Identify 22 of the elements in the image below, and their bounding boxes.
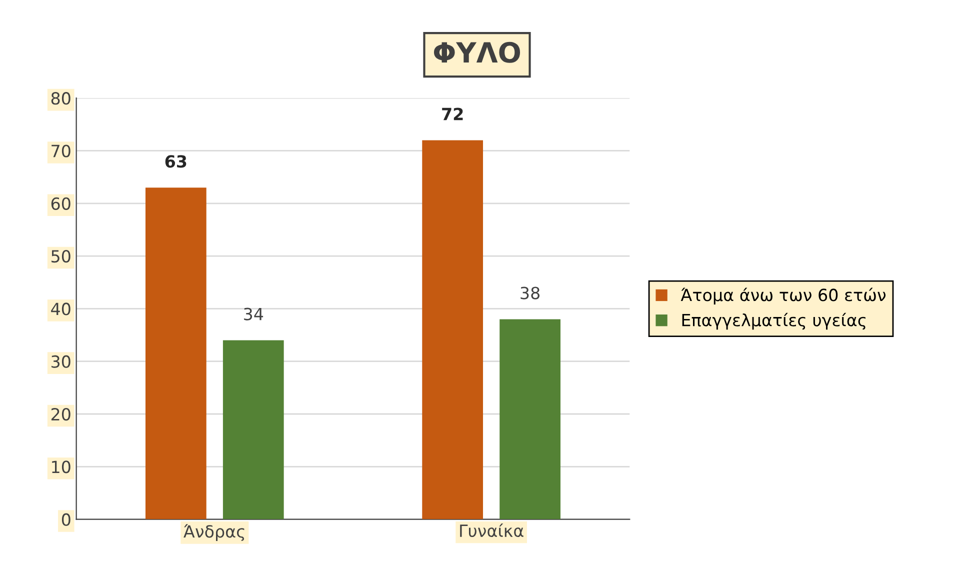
y-tick-label: 0: [62, 513, 70, 526]
y-tick-label: 50: [52, 250, 70, 263]
x-tick-label: Γυναίκα: [460, 523, 524, 538]
y-tick-label: 20: [51, 408, 70, 421]
y-tick-label: 60: [51, 197, 70, 210]
data-label: 63: [165, 155, 186, 168]
data-label: 34: [244, 308, 264, 320]
chart-title: ΦΥΛΟ: [434, 42, 520, 63]
bar: [422, 140, 484, 520]
y-tick-label: 10: [52, 460, 70, 474]
bar: [145, 188, 206, 520]
bar: [500, 319, 560, 520]
x-tick-label: Άνδρας: [184, 524, 244, 541]
y-tick-label: 40: [51, 302, 70, 316]
legend-label: Επαγγελματίες υγείας: [682, 312, 866, 330]
legend-label: Άτομα άνω των 60 ετών: [680, 288, 886, 305]
data-label: 38: [520, 286, 540, 300]
bar: [222, 340, 284, 520]
y-tick-label: 80: [51, 92, 70, 105]
data-label: 72: [442, 108, 463, 120]
y-tick-label: 30: [52, 355, 70, 368]
y-tick-label: 70: [52, 144, 70, 158]
